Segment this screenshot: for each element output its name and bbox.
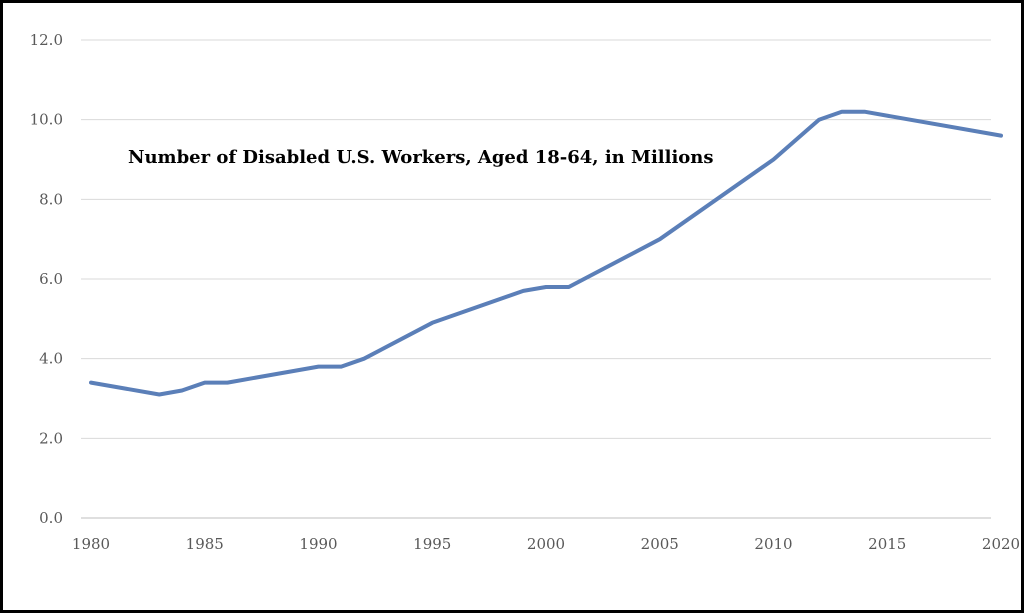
- y-axis-ticks: 0.0 2.0 4.0 6.0 8.0 10.0 12.0: [30, 31, 63, 527]
- x-tick-label: 2000: [527, 535, 565, 553]
- chart-title: Number of Disabled U.S. Workers, Aged 18…: [128, 147, 714, 168]
- y-tick-label: 4.0: [39, 350, 63, 368]
- y-tick-label: 10.0: [30, 111, 63, 129]
- x-tick-label: 2005: [641, 535, 679, 553]
- y-tick-label: 12.0: [30, 31, 63, 49]
- x-tick-label: 1990: [299, 535, 337, 553]
- x-tick-label: 2010: [754, 535, 792, 553]
- x-axis-ticks: 1980 1985 1990 1995 2000 2005 2010 2015 2020: [72, 535, 1020, 553]
- x-tick-label: 1980: [72, 535, 110, 553]
- x-tick-label: 2020: [982, 535, 1020, 553]
- y-tick-label: 0.0: [39, 509, 63, 527]
- x-tick-label: 1995: [413, 535, 451, 553]
- y-tick-label: 2.0: [39, 429, 63, 447]
- x-tick-label: 2015: [868, 535, 906, 553]
- y-tick-label: 6.0: [39, 270, 63, 288]
- x-tick-label: 1985: [186, 535, 224, 553]
- y-tick-label: 8.0: [39, 190, 63, 208]
- line-chart: 0.0 2.0 4.0 6.0 8.0 10.0 12.0 1980 1985 1990 1995…: [3, 3, 1024, 616]
